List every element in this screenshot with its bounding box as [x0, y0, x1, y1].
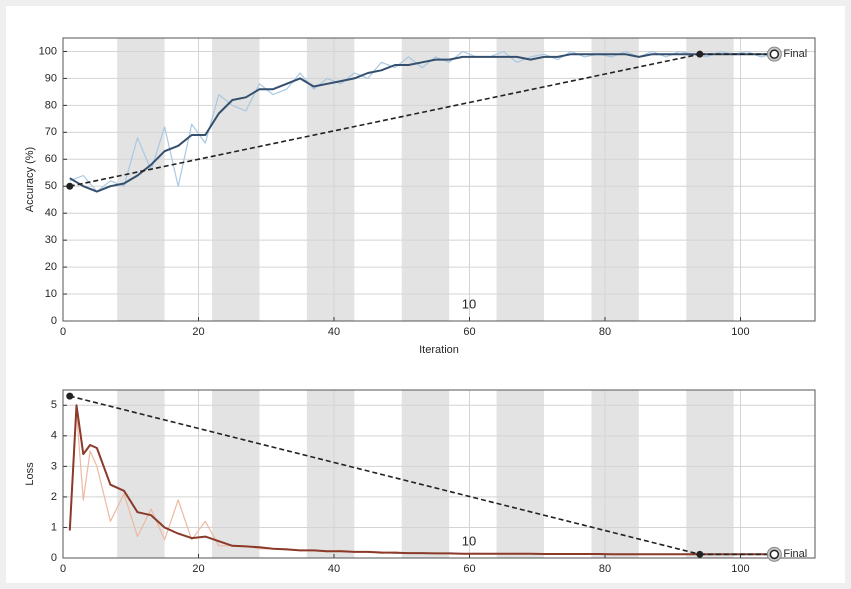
- validation-line: [69, 395, 701, 556]
- y-tick-label: 0: [51, 315, 57, 327]
- epoch-label: 10: [462, 533, 476, 548]
- epoch-band: [401, 390, 450, 558]
- x-axis-label: Iteration: [419, 344, 459, 356]
- epoch-band: [401, 38, 450, 321]
- y-axis-label: Loss: [24, 462, 36, 486]
- x-tick-label: 80: [599, 563, 611, 575]
- series-line: [68, 404, 775, 556]
- epoch-band: [117, 390, 165, 558]
- y-tick-label: 2: [51, 491, 57, 503]
- y-axis-label: Accuracy (%): [24, 147, 36, 212]
- x-tick-label: 40: [328, 563, 340, 575]
- y-tick-label: 70: [45, 126, 57, 138]
- y-tick-label: 4: [51, 430, 57, 442]
- validation-line: [69, 53, 700, 188]
- x-tick-label: 60: [463, 563, 475, 575]
- epoch-band: [591, 390, 639, 558]
- epoch-band: [306, 38, 355, 321]
- y-tick-label: 40: [45, 207, 57, 219]
- y-tick-label: 5: [51, 399, 57, 411]
- x-tick-label: 60: [463, 326, 475, 338]
- final-point: [769, 549, 780, 560]
- axes-frame: [62, 389, 816, 559]
- y-tick-label: 1: [51, 521, 57, 533]
- y-tick-label: 0: [51, 552, 57, 564]
- epoch-band: [212, 38, 260, 321]
- epoch-band: [496, 38, 545, 321]
- y-tick-label: 100: [39, 45, 57, 57]
- epoch-band: [496, 390, 545, 558]
- x-tick-label: 80: [599, 326, 611, 338]
- x-tick-label: 40: [328, 326, 340, 338]
- y-tick-label: 3: [51, 460, 57, 472]
- y-tick-label: 90: [45, 72, 57, 84]
- epoch-label: 10: [462, 296, 476, 311]
- validation-point: [66, 182, 74, 190]
- x-tick-label: 100: [731, 326, 749, 338]
- validation-point: [696, 50, 704, 58]
- epoch-band: [117, 38, 165, 321]
- epoch-band: [212, 390, 260, 558]
- x-tick-label: 100: [731, 563, 749, 575]
- final-point: [769, 49, 780, 59]
- x-tick-label: 0: [60, 326, 66, 338]
- y-tick-label: 80: [45, 99, 57, 111]
- final-label: Final: [783, 48, 807, 60]
- y-tick-label: 50: [45, 180, 57, 192]
- series-line: [69, 53, 775, 193]
- final-label: Final: [783, 548, 807, 560]
- x-tick-label: 0: [60, 563, 66, 575]
- y-tick-label: 60: [45, 153, 57, 165]
- y-tick-label: 10: [45, 288, 57, 300]
- epoch-band: [686, 390, 734, 558]
- axes-frame: [62, 37, 816, 322]
- epoch-band: [686, 38, 734, 321]
- y-tick-label: 20: [45, 261, 57, 273]
- validation-point: [696, 550, 704, 558]
- epoch-band: [306, 390, 355, 558]
- epoch-band: [591, 38, 639, 321]
- x-tick-label: 20: [192, 326, 204, 338]
- x-tick-label: 20: [192, 563, 204, 575]
- y-tick-label: 30: [45, 234, 57, 246]
- validation-point: [66, 392, 74, 400]
